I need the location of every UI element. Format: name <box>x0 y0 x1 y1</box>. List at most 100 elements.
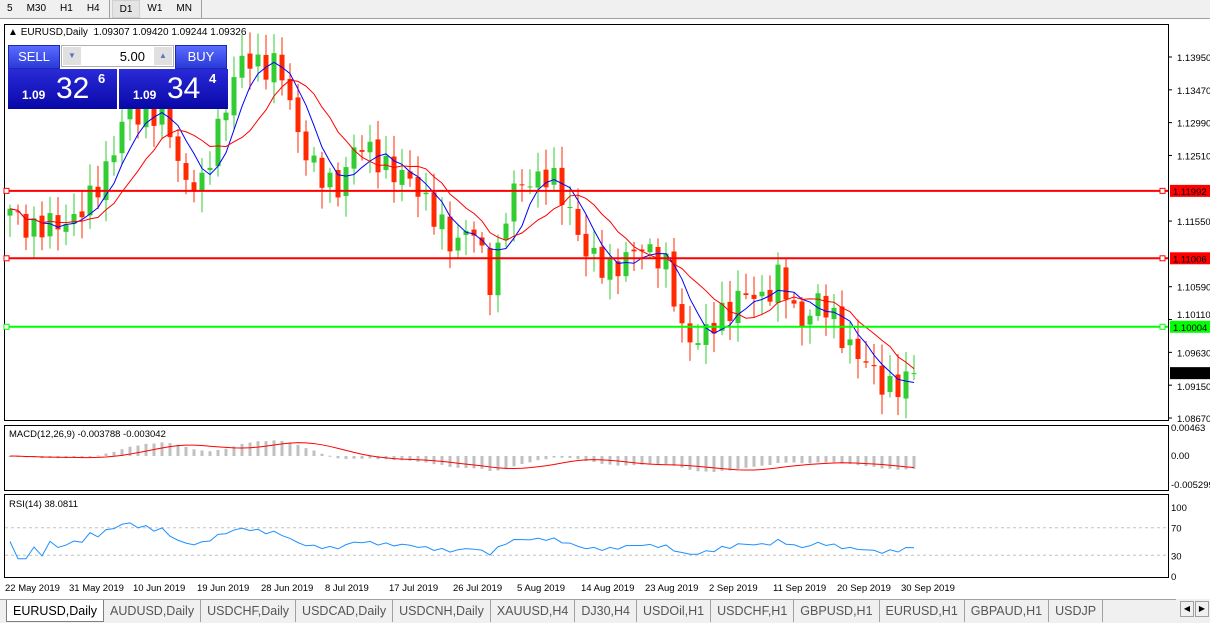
macd-histogram-bar <box>672 456 676 466</box>
macd-frame <box>4 425 1169 491</box>
macd-histogram-bar <box>432 456 436 465</box>
tab-usdcad-daily[interactable]: USDCAD,Daily <box>296 600 394 622</box>
macd-histogram-bar <box>360 456 364 459</box>
tab-usdcnh-daily[interactable]: USDCNH,Daily <box>393 600 491 622</box>
candle-body <box>551 168 557 185</box>
tf-mn[interactable]: MN <box>176 3 192 14</box>
macd-histogram-bar <box>336 456 340 459</box>
chart-canvas[interactable]: 1.13950 1.13470 1.12990 1.12510 1.11550 1.105… <box>0 19 1210 599</box>
candle-body <box>679 304 685 324</box>
candle-body <box>431 192 437 227</box>
candle-body <box>447 216 453 252</box>
sell-button[interactable]: SELL <box>8 45 60 69</box>
chart-window[interactable]: 1.13950 1.13470 1.12990 1.12510 1.11550 1.105… <box>0 19 1210 599</box>
tf-w1[interactable]: W1 <box>147 3 163 14</box>
macd-histogram-bar <box>576 456 580 460</box>
candle-body <box>543 169 549 188</box>
hline-price-tag <box>1170 184 1210 197</box>
tf-d1[interactable]: D1 <box>111 0 141 18</box>
candle-body <box>799 301 805 327</box>
candle-body <box>631 249 637 252</box>
macd-histogram-bar <box>424 456 428 463</box>
candle-body <box>487 248 493 295</box>
tab-gbpusd-h1[interactable]: GBPUSD,H1 <box>794 600 880 622</box>
candle-body <box>71 213 77 224</box>
candle-body <box>663 253 669 270</box>
ma-fast-line <box>9 61 915 383</box>
candle-body <box>591 247 597 254</box>
macd-histogram-bar <box>320 453 324 456</box>
candle-body <box>423 192 429 195</box>
volume-value[interactable]: 5.00 <box>119 49 145 64</box>
time-axis-label: 8 Jul 2019 <box>325 583 369 594</box>
candle-body <box>639 249 645 252</box>
candle-body <box>15 211 21 213</box>
candle-body <box>95 186 101 198</box>
sell-price-pip: 6 <box>98 71 106 86</box>
macd-histogram-bar <box>160 442 164 456</box>
volume-down-icon[interactable]: ▼ <box>63 47 81 65</box>
macd-histogram-bar <box>400 456 404 461</box>
macd-histogram-bar <box>96 455 100 457</box>
macd-histogram-bar <box>280 440 284 456</box>
macd-histogram-bar <box>744 456 748 468</box>
tab-eurusd-daily[interactable]: EURUSD,Daily <box>6 600 105 622</box>
tab-scroll-right-icon[interactable]: ▶ <box>1195 601 1209 617</box>
macd-histogram-bar <box>344 456 348 460</box>
tf-m30[interactable]: M30 <box>26 3 47 14</box>
candle-body <box>407 171 413 179</box>
ohlc-values: 1.09307 1.09420 1.09244 1.09326 <box>93 27 247 38</box>
candle-body <box>223 112 229 121</box>
rsi-axis-label: 70 <box>1171 524 1182 535</box>
macd-label: MACD(12,26,9) -0.003788 -0.003042 <box>9 429 166 440</box>
candle-body <box>103 161 109 201</box>
volume-up-icon[interactable]: ▲ <box>154 47 172 65</box>
macd-histogram-bar <box>200 450 204 456</box>
hline-price-label: 1.10004 <box>1173 323 1207 334</box>
macd-histogram-bar <box>392 456 396 461</box>
tab-gbpaud-h1[interactable]: GBPAUD,H1 <box>965 600 1050 622</box>
price-axis-label: 1.12510 <box>1177 151 1210 162</box>
macd-histogram-bar <box>136 445 140 456</box>
buy-price[interactable]: 1.09 34 4 <box>119 69 228 109</box>
candle-body <box>519 184 525 186</box>
tab-usdjp[interactable]: USDJP <box>1049 600 1104 622</box>
volume-input[interactable]: ▼ 5.00 ▲ <box>61 45 174 67</box>
macd-histogram-bar <box>848 456 852 464</box>
macd-histogram-bar <box>872 456 876 467</box>
candle-body <box>383 155 389 171</box>
macd-histogram-bar <box>248 442 252 456</box>
macd-histogram-bar <box>904 456 908 470</box>
tab-usdchf-h1[interactable]: USDCHF,H1 <box>711 600 795 622</box>
candle-body <box>63 223 69 232</box>
hline-handle <box>3 255 10 262</box>
macd-histogram-bar <box>728 456 732 471</box>
macd-histogram-bar <box>800 456 804 464</box>
tab-usdoil-h1[interactable]: USDOil,H1 <box>637 600 712 622</box>
macd-histogram-bar <box>736 456 740 469</box>
tab-eurusd-h1[interactable]: EURUSD,H1 <box>880 600 965 622</box>
macd-histogram-bar <box>256 441 260 456</box>
time-axis-label: 17 Jul 2019 <box>389 583 438 594</box>
sell-price[interactable]: 1.09 32 6 <box>8 69 117 109</box>
tab-dj30-h4[interactable]: DJ30,H4 <box>575 600 638 622</box>
candle-body <box>199 172 205 192</box>
hline-handle <box>1159 187 1166 194</box>
tab-audusd-daily[interactable]: AUDUSD,Daily <box>104 600 202 622</box>
tf-h4[interactable]: H4 <box>86 3 100 14</box>
buy-button[interactable]: BUY <box>175 45 227 69</box>
macd-histogram-bar <box>584 456 588 461</box>
candle-body <box>287 78 293 101</box>
collapse-triangle-icon[interactable]: ▲ <box>8 27 18 38</box>
tf-5[interactable]: 5 <box>7 3 13 14</box>
candle-body <box>599 246 605 278</box>
candle-body <box>703 324 709 345</box>
tab-scroll-left-icon[interactable]: ◀ <box>1180 601 1194 617</box>
candle-body <box>303 131 309 161</box>
macd-histogram-bar <box>648 456 652 465</box>
macd-histogram-bar <box>496 456 500 471</box>
tab-usdchf-daily[interactable]: USDCHF,Daily <box>201 600 297 622</box>
candle-body <box>391 156 397 183</box>
tab-xauusd-h4[interactable]: XAUUSD,H4 <box>491 600 576 622</box>
tf-h1[interactable]: H1 <box>60 3 73 14</box>
